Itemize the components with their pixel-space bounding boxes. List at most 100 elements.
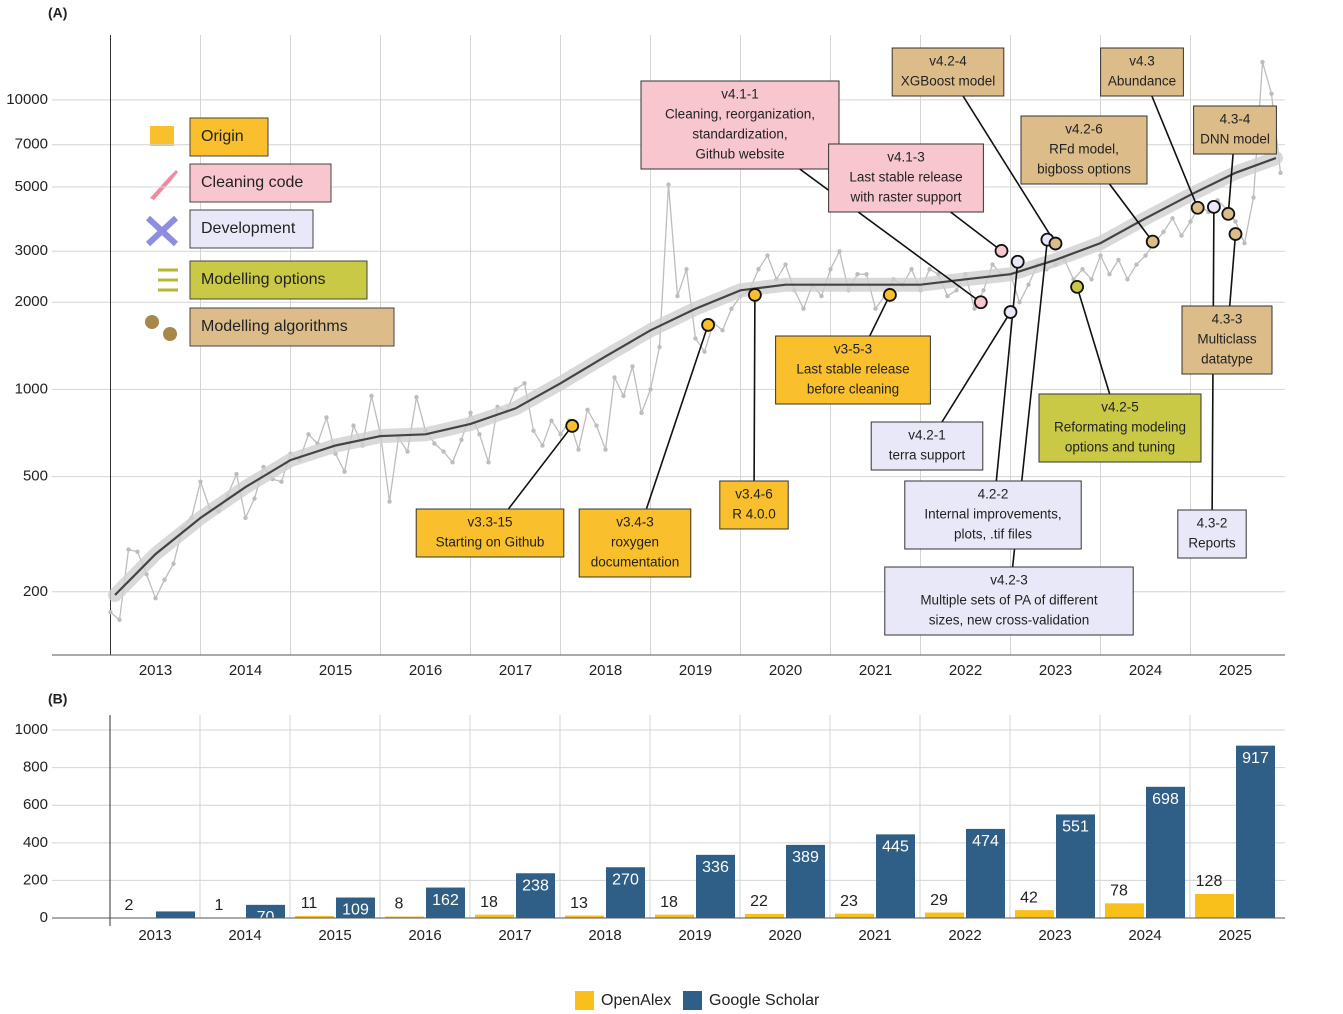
milestone-text: Last stable release [849, 170, 962, 185]
raw-point [666, 182, 671, 187]
raw-point [729, 306, 734, 311]
raw-point [1161, 229, 1166, 235]
milestone-point [701, 318, 715, 332]
raw-point [414, 394, 419, 400]
x-tick-label: 2016 [409, 662, 442, 679]
raw-point [720, 328, 725, 333]
milestone-point [1228, 227, 1243, 241]
milestone-box [640, 80, 840, 170]
milestone-box [1100, 47, 1184, 97]
milestone-text: R 4.0.0 [732, 507, 776, 522]
raw-point [351, 423, 356, 428]
raw-point [702, 349, 707, 354]
raw-point [540, 443, 545, 448]
milestone-point [1190, 200, 1205, 215]
icon-tools [145, 215, 179, 247]
raw-point [1125, 277, 1130, 282]
milestone-text: v4.2-5 [1101, 400, 1139, 415]
raw-point [927, 267, 932, 272]
milestone-text: v4.1-3 [887, 150, 925, 165]
raw-point [1233, 219, 1238, 224]
x-tick-label: 2020 [769, 662, 802, 679]
raw-point [171, 561, 176, 566]
raw-point [864, 271, 869, 277]
milestone-box [719, 480, 789, 530]
bar [426, 887, 465, 918]
x-tick-label: 2018 [589, 662, 622, 679]
value-label: 336 [702, 859, 729, 876]
value-label: 8 [395, 896, 404, 913]
milestone-text: 4.2-2 [978, 487, 1009, 502]
raw-point [1251, 195, 1256, 200]
raw-point [441, 449, 446, 454]
x-tick-label: 2023 [1039, 662, 1072, 679]
raw-point [945, 293, 950, 299]
milestone-box [904, 480, 1082, 550]
y-tick-label: 600 [23, 796, 48, 813]
raw-point [342, 469, 347, 474]
milestone-text: v4.2-6 [1065, 122, 1103, 137]
icon-list [158, 268, 178, 292]
bar [925, 912, 964, 918]
milestone-point [748, 288, 762, 302]
milestone-box [578, 508, 692, 578]
x-tick-label: 2019 [679, 662, 712, 679]
milestone-text: Github website [695, 147, 784, 162]
bar [745, 913, 784, 918]
milestone-text: bigboss options [1037, 162, 1131, 177]
bar [385, 916, 424, 918]
value-label: 109 [342, 902, 369, 919]
icon-brush [150, 170, 178, 200]
milestone-box [828, 143, 984, 213]
raw-point [162, 577, 167, 583]
milestone-text: v4.3 [1129, 54, 1155, 69]
legend-box [189, 209, 314, 249]
milestone-text: with raster support [849, 190, 961, 205]
raw-point [1278, 170, 1283, 175]
raw-point [1071, 277, 1076, 282]
raw-point [531, 428, 536, 433]
raw-point [603, 447, 608, 452]
value-label: 42 [1020, 889, 1038, 906]
raw-point [306, 432, 311, 437]
milestone-text: v3-5-3 [834, 342, 872, 357]
raw-point [1179, 233, 1184, 238]
x-tick-label: 2013 [139, 662, 172, 679]
milestone-point [1003, 305, 1018, 319]
milestone-text: terra support [889, 448, 966, 463]
milestone-text: Abundance [1108, 74, 1176, 89]
x-tick-label: 2023 [1038, 927, 1071, 944]
raw-point [954, 288, 959, 293]
raw-point [837, 249, 842, 254]
legend-label: OpenAlex [601, 992, 671, 1009]
value-label: 1 [215, 897, 224, 914]
milestone-point [994, 243, 1009, 258]
milestone-text: v3.4-6 [735, 487, 773, 502]
milestone-text: Cleaning, reorganization, [665, 107, 815, 122]
milestone-box [1020, 115, 1148, 185]
value-label: 128 [1196, 873, 1223, 890]
bar [516, 873, 555, 918]
legend-icons [145, 126, 179, 341]
raw-point [522, 381, 527, 386]
value-label: 22 [750, 893, 768, 910]
icon-flag [150, 126, 174, 146]
value-label: 23 [840, 893, 858, 910]
bar [1105, 903, 1144, 918]
y-tick-label: 200 [23, 871, 48, 888]
milestone-text: DNN model [1200, 132, 1270, 147]
bar [1056, 814, 1095, 918]
milestone-text: RFd model, [1049, 142, 1119, 157]
value-label: 238 [522, 877, 549, 894]
raw-point [873, 306, 878, 311]
milestone-text: roxygen [611, 535, 659, 550]
x-tick-label: 2024 [1128, 927, 1161, 944]
raw-point [153, 596, 158, 601]
value-label: 445 [882, 839, 909, 856]
raw-point [549, 418, 554, 423]
milestone-text: v4.2-4 [929, 54, 967, 69]
milestone-text: Multiple sets of PA of different [920, 593, 1098, 608]
value-label: 162 [432, 892, 459, 909]
milestone-text: documentation [591, 555, 680, 570]
